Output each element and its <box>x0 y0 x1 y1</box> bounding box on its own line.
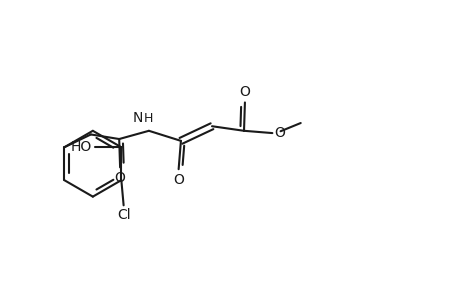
Text: O: O <box>274 126 285 140</box>
Text: N: N <box>132 111 142 125</box>
Text: O: O <box>239 85 250 99</box>
Text: HO: HO <box>71 140 92 154</box>
Text: O: O <box>173 173 184 187</box>
Text: H: H <box>144 112 153 125</box>
Text: O: O <box>114 171 125 185</box>
Text: Cl: Cl <box>117 208 130 222</box>
